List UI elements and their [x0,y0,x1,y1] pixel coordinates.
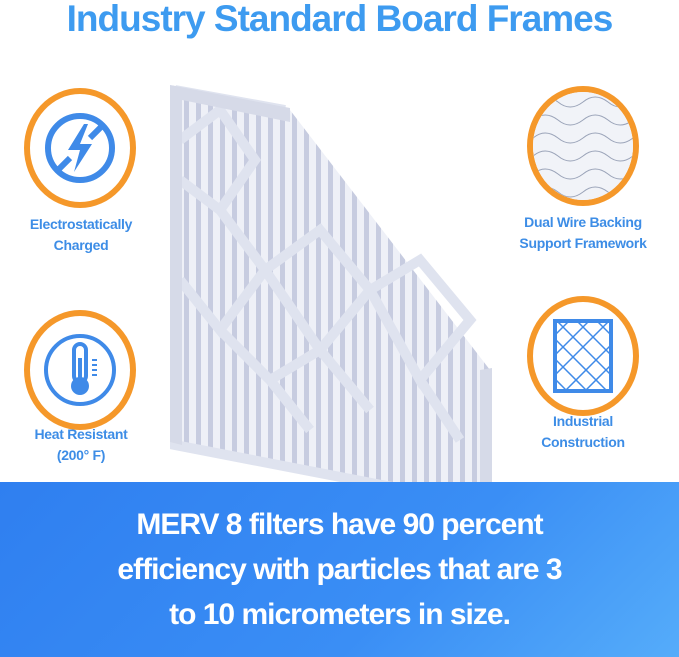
label-line: Support Framework [519,235,647,251]
feature-circle-wire [527,86,639,206]
feature-label-construction: Industrial Construction [498,411,668,453]
wire-mesh-icon [533,92,633,200]
label-line: Electrostatically [29,216,133,232]
air-filter-illustration [170,85,492,512]
banner-line: efficiency with particles that are 3 [117,553,562,586]
feature-label-wire: Dual Wire Backing Support Framework [498,212,668,254]
feature-circle-electrostatic [24,88,136,208]
label-line: Industrial [552,413,613,429]
label-line: Dual Wire Backing [524,214,642,230]
grid-frame-icon [553,319,613,393]
label-line: (200° F) [56,447,106,463]
label-line: Heat Resistant [34,426,128,442]
info-banner: MERV 8 filters have 90 percent efficienc… [0,482,679,657]
feature-label-heat: Heat Resistant (200° F) [0,424,166,466]
label-line: Charged [53,237,109,253]
page-title: Industry Standard Board Frames [66,0,614,39]
banner-line: to 10 micrometers in size. [169,598,511,631]
feature-label-electrostatic: Electrostatically Charged [0,214,166,256]
feature-circle-construction [527,296,639,416]
no-static-lightning-icon [45,113,115,183]
thermometer-icon [44,334,116,406]
label-line: Construction [541,434,625,450]
banner-line: MERV 8 filters have 90 percent [136,508,543,541]
feature-circle-heat [24,310,136,430]
